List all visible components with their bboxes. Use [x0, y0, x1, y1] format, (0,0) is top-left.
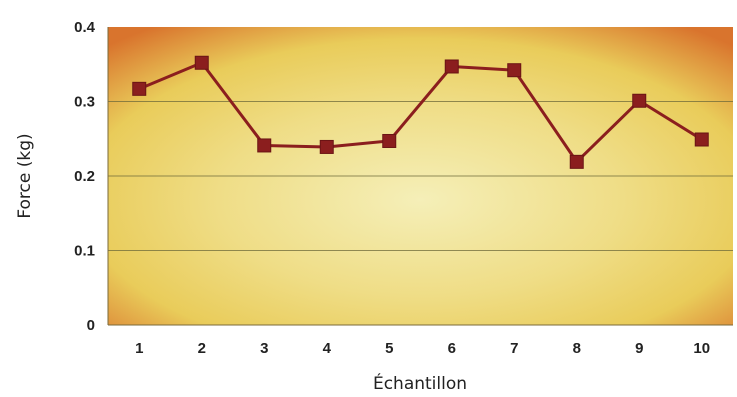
- y-axis-title: Force (kg): [15, 133, 35, 218]
- x-tick-label-2: 2: [198, 340, 206, 357]
- y-tick-label-0: 0: [87, 317, 95, 334]
- y-tick-label-2: 0.2: [74, 168, 95, 185]
- x-tick-label-1: 1: [135, 340, 143, 357]
- y-tick-label-1: 0.1: [74, 243, 95, 260]
- series-line: [138, 61, 703, 164]
- x-tick-labels: 1 2 3 4 5 6 7 8 9 10: [135, 340, 710, 357]
- x-axis-title: Échantillon: [373, 372, 467, 394]
- data-point-10: [694, 132, 709, 147]
- data-point-6: [444, 59, 459, 74]
- data-point-3: [257, 138, 272, 153]
- axes: [107, 27, 733, 326]
- x-tick-label-10: 10: [693, 340, 710, 357]
- x-tick-label-9: 9: [635, 340, 643, 357]
- data-point-1: [132, 81, 147, 96]
- data-point-7: [507, 63, 522, 78]
- y-tick-label-3: 0.3: [74, 94, 95, 111]
- x-tick-label-6: 6: [448, 340, 456, 357]
- data-point-5: [382, 133, 397, 148]
- y-tick-label-4: 0.4: [74, 19, 96, 36]
- x-tick-label-3: 3: [260, 340, 268, 357]
- x-tick-label-8: 8: [573, 340, 581, 357]
- data-point-8: [569, 154, 584, 169]
- data-point-4: [319, 139, 334, 154]
- data-point-9: [632, 93, 647, 108]
- x-tick-label-5: 5: [385, 340, 393, 357]
- series-force: [132, 55, 709, 169]
- x-tick-label-7: 7: [510, 340, 518, 357]
- y-tick-labels: 0 0.1 0.2 0.3 0.4: [74, 19, 96, 334]
- x-tick-label-4: 4: [323, 340, 332, 357]
- data-point-2: [194, 55, 209, 70]
